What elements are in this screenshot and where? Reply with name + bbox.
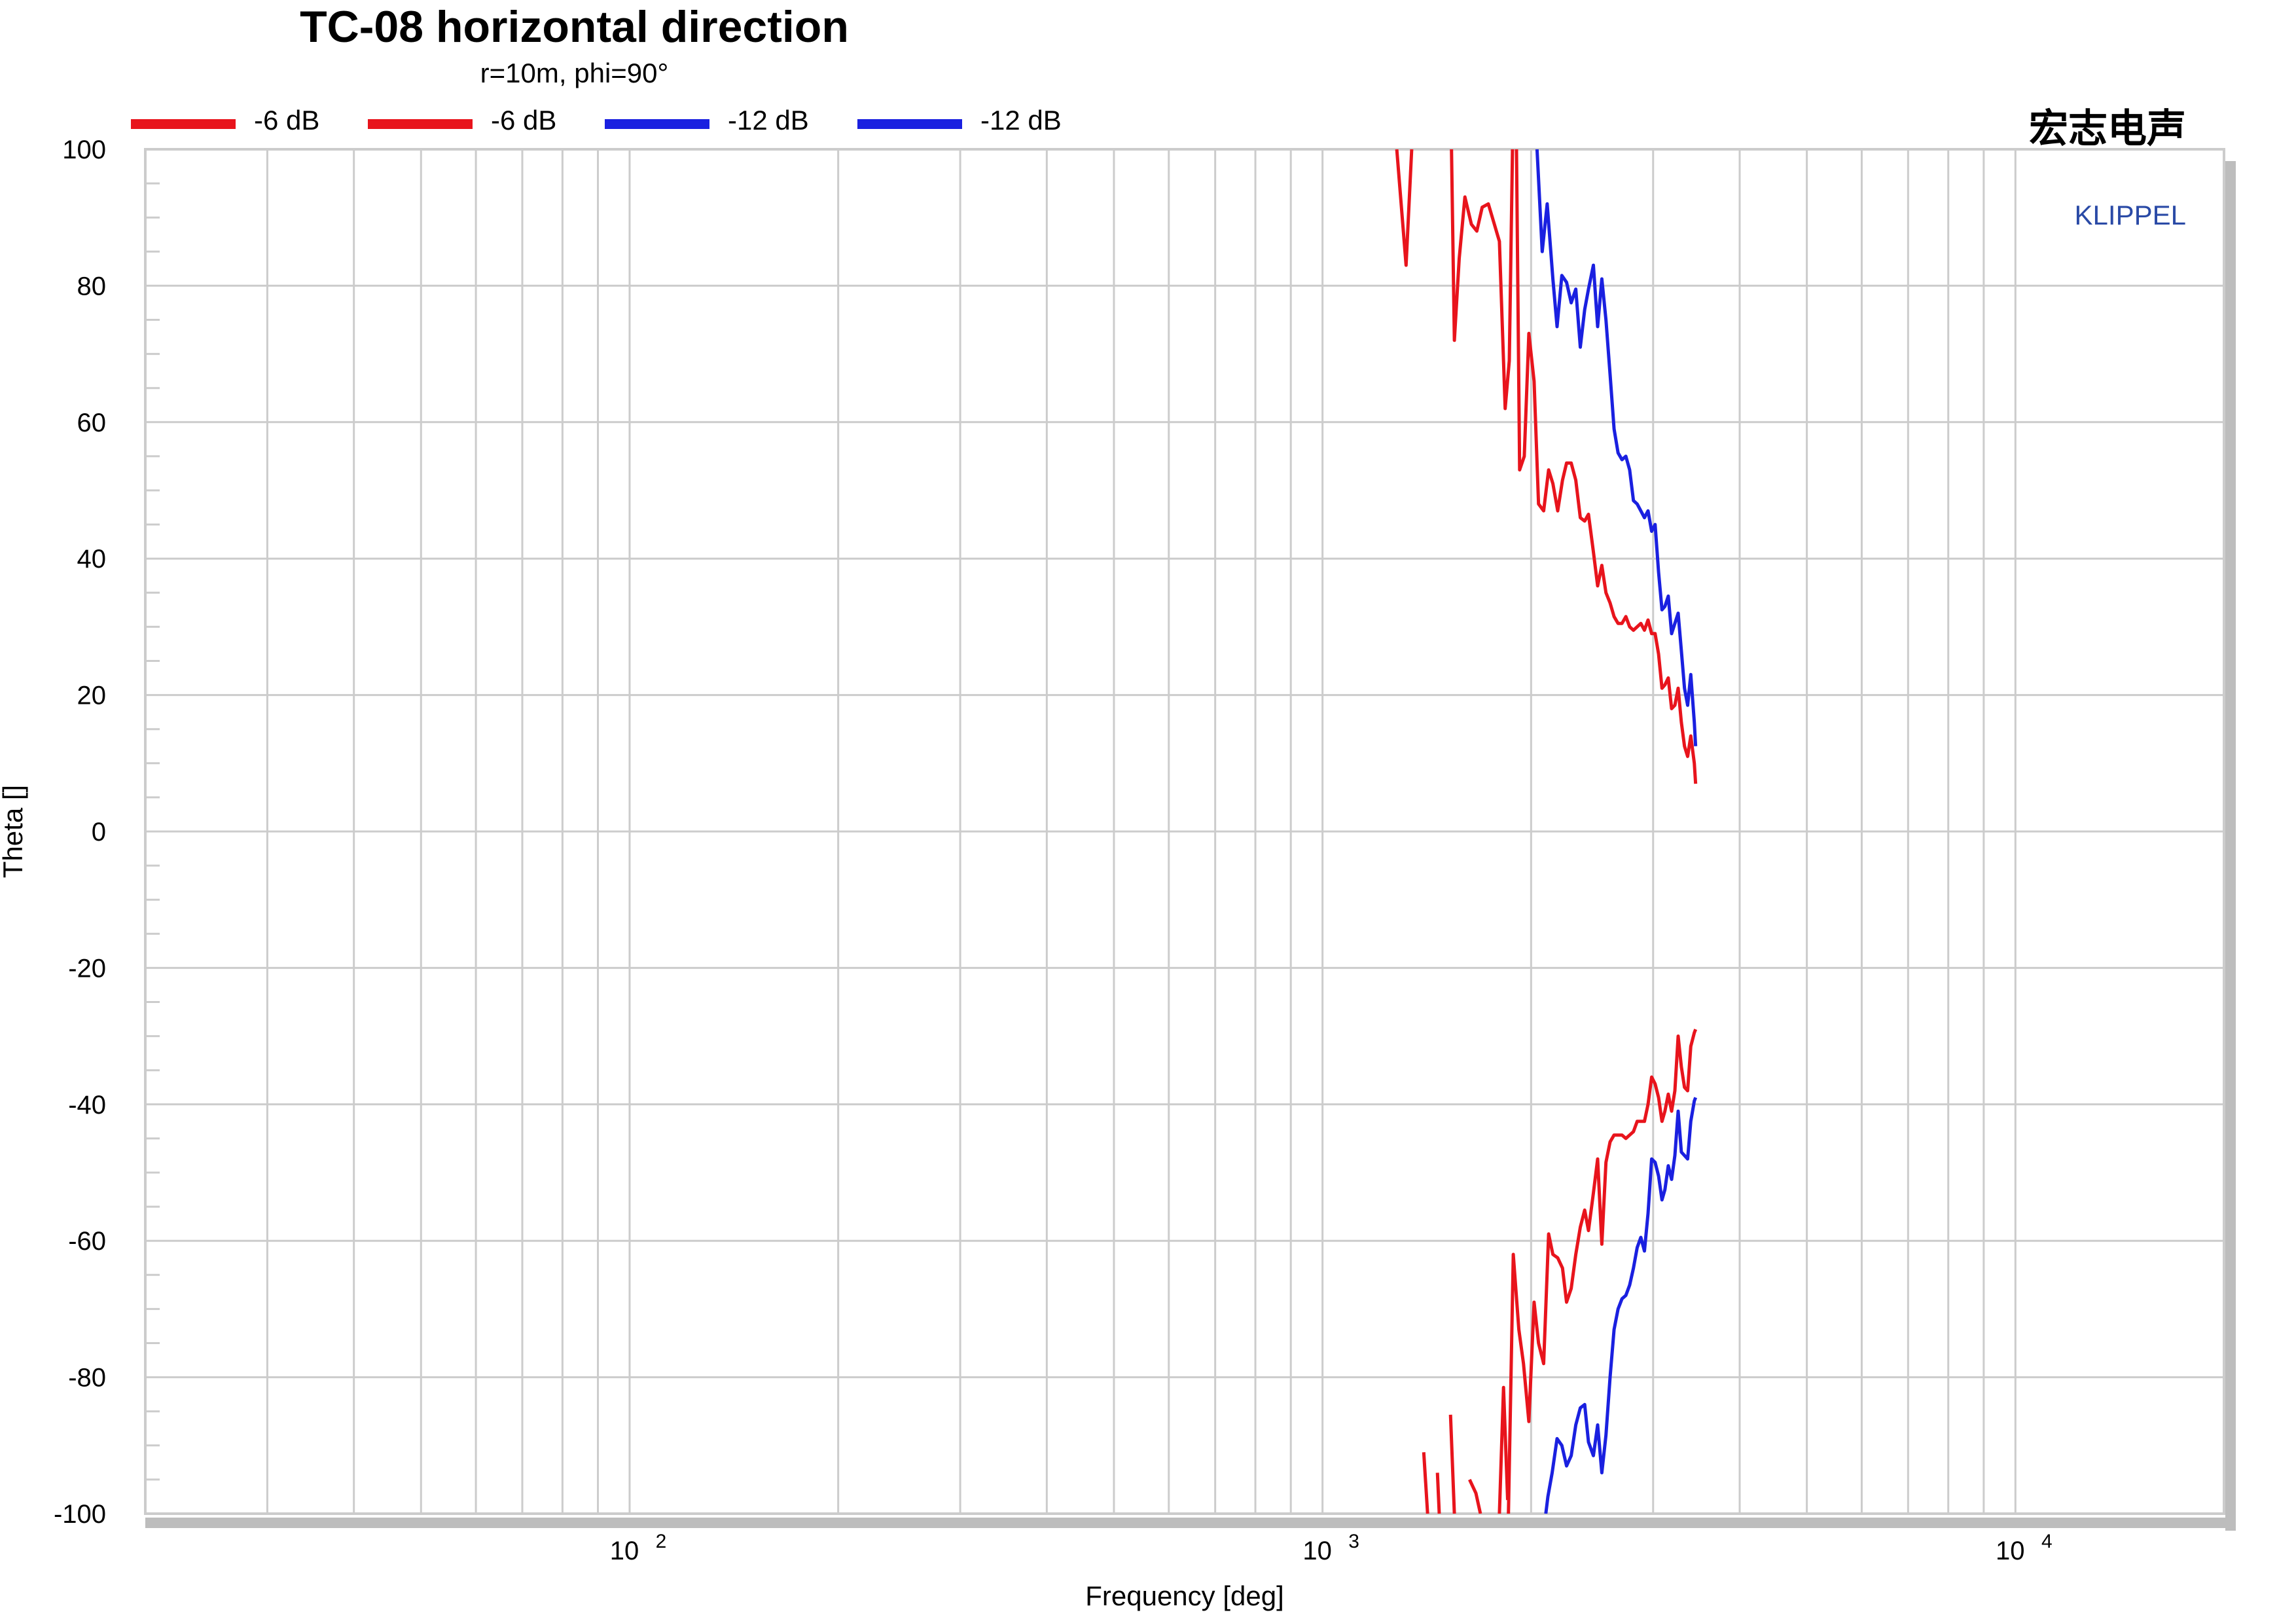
series-2-line: [1507, 1029, 1698, 1514]
plot-frame: [144, 148, 2225, 1515]
plot-shadow-bottom: [145, 1518, 2236, 1528]
series-1-line: [1395, 149, 1414, 267]
series-2-line: [1448, 1414, 1456, 1514]
x-tick-label: 10: [1996, 1537, 2025, 1565]
chart-title: TC-08 horizontal direction: [300, 2, 849, 52]
x-tick-label: 10: [610, 1537, 639, 1565]
plot-shadow-right: [2225, 161, 2236, 1531]
series-2-line: [1498, 1385, 1509, 1514]
y-tick-label: -80: [68, 1364, 106, 1393]
series-2-line: [1468, 1478, 1482, 1514]
y-tick-label: 80: [77, 272, 107, 301]
legend-swatch-2: [368, 119, 473, 129]
legend-label-1: -6 dB: [254, 105, 320, 136]
series-4-line: [1544, 1097, 1698, 1514]
y-tick-label: 0: [92, 818, 106, 847]
x-tick-label: 10: [1302, 1537, 1332, 1565]
legend-swatch-1: [131, 119, 236, 129]
x-tick-exponent: 3: [1348, 1531, 1359, 1552]
y-tick-label: -20: [68, 954, 106, 983]
brand-label: 宏志电声: [2029, 106, 2186, 152]
y-tick-label: -100: [54, 1500, 106, 1529]
y-tick-label: -60: [68, 1227, 106, 1256]
x-tick-exponent: 2: [656, 1531, 667, 1552]
series-2-line: [1422, 1452, 1429, 1514]
legend-swatch-4: [857, 119, 962, 129]
series-3-line: [1535, 149, 1698, 746]
y-tick-label: 100: [62, 136, 106, 164]
legend-label-2: -6 dB: [491, 105, 557, 136]
legend-swatch-3: [605, 119, 709, 129]
x-tick-exponent: 4: [2041, 1531, 2053, 1552]
series-1-line: [1515, 149, 1698, 784]
klippel-watermark: KLIPPEL: [2074, 200, 2186, 230]
y-tick-label: 40: [77, 545, 107, 574]
legend-label-3: -12 dB: [728, 105, 809, 136]
series-1-line: [1450, 149, 1515, 410]
y-tick-label: 20: [77, 682, 107, 710]
legend-label-4: -12 dB: [980, 105, 1062, 136]
y-tick-label: 60: [77, 409, 107, 437]
y-tick-label: -40: [68, 1091, 106, 1120]
y-axis-label: Theta []: [0, 785, 28, 878]
x-axis-label: Frequency [deg]: [1085, 1580, 1284, 1611]
chart-subtitle: r=10m, phi=90°: [480, 58, 669, 88]
series-2-line: [1435, 1472, 1441, 1514]
